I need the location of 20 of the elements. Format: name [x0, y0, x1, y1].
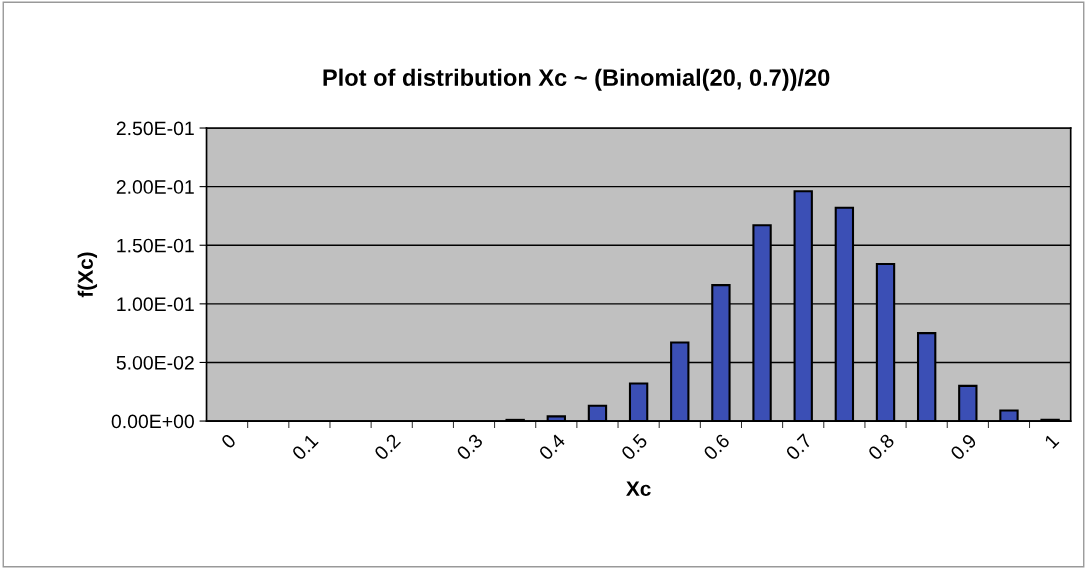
y-tick-label: 2.50E-01 [116, 121, 194, 136]
x-tick-label: 0.8 [867, 433, 896, 461]
x-tick-label: 0.1 [291, 433, 319, 461]
x-tick-label: 0.5 [620, 433, 649, 461]
y-tick-label: 2.00E-01 [116, 180, 194, 194]
y-tick-label: 5.00E-02 [116, 355, 194, 370]
y-tick-label: 1.50E-01 [117, 238, 194, 253]
x-tick-label: 0.6 [702, 433, 731, 461]
x-tick-label: 0.2 [373, 433, 402, 461]
x-tick-label: 1 [1044, 433, 1060, 449]
y-axis-title: f(Xc) [77, 252, 98, 298]
x-tick-label: 0.3 [455, 433, 484, 461]
x-axis-title: Xc [626, 481, 651, 497]
x-tick-label: 0.4 [538, 432, 567, 461]
x-tick-label: 0.9 [949, 433, 978, 461]
y-tick-label: 1.00E-01 [117, 297, 194, 312]
chart-title: Plot of distribution Xc ~ (Binomial(20, 0.7))/20 [323, 68, 830, 91]
y-tick-label: 0.00E+00 [111, 414, 194, 429]
x-tick-label: 0 [220, 433, 237, 450]
x-tick-label: 0.7 [785, 433, 813, 461]
